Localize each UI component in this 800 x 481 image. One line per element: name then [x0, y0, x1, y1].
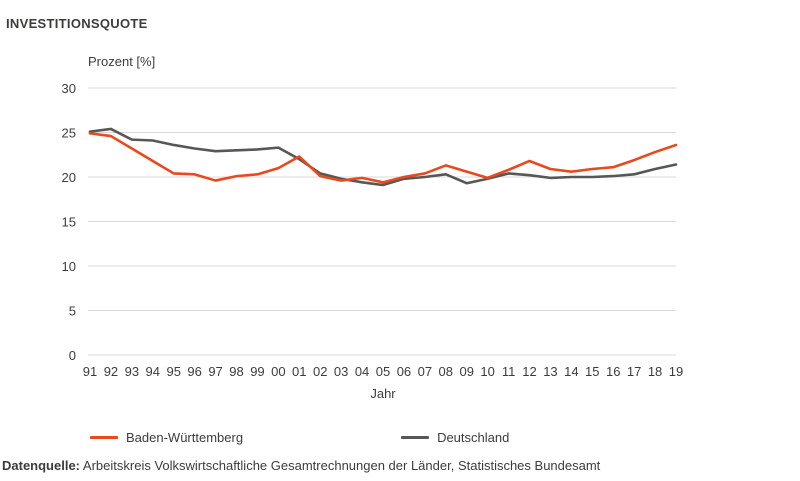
y-tick-label: 30 — [62, 81, 76, 96]
series-line-baden-w-rttemberg — [88, 132, 678, 184]
y-tick-label: 0 — [69, 348, 76, 363]
x-tick-label: 15 — [585, 364, 599, 379]
x-tick-label: 94 — [146, 364, 160, 379]
chart-title: INVESTITIONSQUOTE — [6, 16, 148, 31]
x-tick-label: 19 — [669, 364, 683, 379]
legend-label-deutschland: Deutschland — [437, 430, 510, 445]
source-text: Arbeitskreis Volkswirtschaftliche Gesamt… — [82, 458, 601, 473]
x-tick-label: 05 — [376, 364, 390, 379]
x-tick-label: 14 — [564, 364, 578, 379]
x-tick-label: 17 — [627, 364, 641, 379]
x-tick-label: 08 — [439, 364, 453, 379]
x-tick-label: 03 — [334, 364, 348, 379]
y-axis-label: Prozent [%] — [88, 54, 156, 69]
x-tick-label: 18 — [648, 364, 662, 379]
x-tick-label: 01 — [292, 364, 306, 379]
x-tick-label: 07 — [418, 364, 432, 379]
x-tick-label: 12 — [522, 364, 536, 379]
x-tick-label: 09 — [459, 364, 473, 379]
legend: Baden-Württemberg Deutschland — [90, 430, 509, 445]
y-tick-label: 25 — [62, 126, 76, 141]
legend-label-baden-wuerttemberg: Baden-Württemberg — [126, 430, 244, 445]
x-tick-label: 16 — [606, 364, 620, 379]
x-tick-label: 13 — [543, 364, 557, 379]
y-tick-label: 15 — [62, 215, 76, 230]
x-tick-label: 96 — [187, 364, 201, 379]
x-tick-label: 98 — [229, 364, 243, 379]
x-tick-label: 00 — [271, 364, 285, 379]
source-label: Datenquelle: — [2, 458, 81, 473]
x-tick-label: 06 — [397, 364, 411, 379]
y-tick-label: 20 — [62, 170, 76, 185]
y-tick-label: 5 — [69, 304, 76, 319]
legend-line-baden-wuerttemberg-icon — [90, 436, 118, 439]
x-tick-label: 97 — [208, 364, 222, 379]
x-tick-label: 11 — [502, 364, 516, 379]
legend-item-baden-wuerttemberg: Baden-Württemberg — [90, 430, 243, 445]
y-tick-label: 10 — [62, 259, 76, 274]
source-note: Datenquelle: Arbeitskreis Volkswirtschaf… — [2, 458, 600, 473]
x-tick-label: 04 — [355, 364, 369, 379]
x-tick-label: 95 — [166, 364, 180, 379]
x-tick-label: 99 — [250, 364, 264, 379]
series-line-deutschland — [88, 127, 678, 187]
legend-item-deutschland: Deutschland — [401, 430, 509, 445]
x-tick-label: 93 — [125, 364, 139, 379]
x-tick-label: 91 — [83, 364, 97, 379]
x-tick-label: 02 — [313, 364, 327, 379]
x-tick-label: 92 — [104, 364, 118, 379]
legend-line-deutschland-icon — [401, 436, 430, 439]
x-axis-label: Jahr — [370, 386, 396, 401]
x-tick-label: 10 — [480, 364, 494, 379]
